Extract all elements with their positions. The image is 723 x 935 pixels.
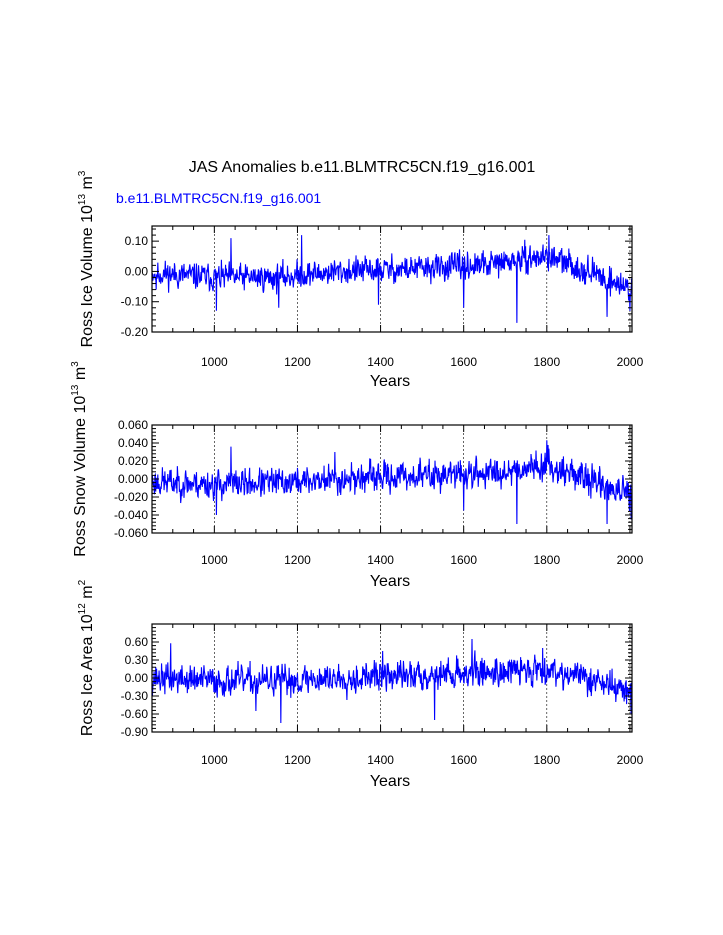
x-axis-label: Years <box>370 773 410 790</box>
chart-panels: 1000 1200 1400 1600 1800 2000 Years 0.10 0.00 -0.… <box>70 170 644 790</box>
y-tick-label: -0.20 <box>121 325 149 339</box>
x-tick-label: 2000 <box>617 753 644 767</box>
y-label-text: Ross Snow Volume 10 <box>72 396 89 557</box>
series-line <box>151 638 633 724</box>
x-tick-label: 1600 <box>450 553 477 567</box>
x-tick-label: 1600 <box>450 753 477 767</box>
y-tick-label: 0.60 <box>125 635 149 649</box>
x-axis-label: Years <box>370 573 410 590</box>
x-tick-label: 1400 <box>367 753 394 767</box>
y-tick-label: -0.020 <box>114 490 148 504</box>
panel-ice-volume: 1000 1200 1400 1600 1800 2000 Years 0.10 0.00 -0.… <box>77 170 644 390</box>
series-line <box>151 235 633 323</box>
x-tick-label: 1200 <box>284 753 311 767</box>
x-tick-label: 2000 <box>617 553 644 567</box>
y-tick-label: -0.10 <box>121 295 149 309</box>
y-label-superscript: 3 <box>70 361 81 367</box>
x-tick-label: 1000 <box>201 355 228 369</box>
y-label-text: Ross Ice Volume 10 <box>79 205 96 347</box>
y-tick-label: 0.00 <box>125 671 149 685</box>
x-tick-label: 1200 <box>284 355 311 369</box>
y-axis-label: Ross Ice Volume 1013 m3 <box>77 170 96 347</box>
y-tick-label: -0.60 <box>121 707 149 721</box>
y-tick-label: -0.040 <box>114 508 148 522</box>
x-axis-label: Years <box>370 373 410 390</box>
x-tick-label: 1000 <box>201 553 228 567</box>
y-tick-label: 0.060 <box>118 418 148 432</box>
y-label-superscript: 13 <box>70 384 81 396</box>
y-tick-label: 0.10 <box>125 234 149 248</box>
x-tick-label: 1600 <box>450 355 477 369</box>
y-label-superscript: 12 <box>77 603 88 615</box>
x-tick-label: 1800 <box>533 355 560 369</box>
x-tick-label: 2000 <box>617 355 644 369</box>
chart-title: JAS Anomalies b.e11.BLMTRC5CN.f19_g16.00… <box>189 159 536 176</box>
y-label-text: Ross Ice Area 10 <box>79 614 96 736</box>
y-axis-label: Ross Snow Volume 1013 m3 <box>70 361 89 557</box>
y-label-superscript: 13 <box>77 194 88 206</box>
y-label-text: m <box>79 176 96 194</box>
y-tick-label: -0.90 <box>121 725 149 739</box>
y-label-text: m <box>79 585 96 603</box>
y-tick-label: -0.30 <box>121 689 149 703</box>
x-tick-label: 1400 <box>367 553 394 567</box>
series-line <box>151 440 633 525</box>
y-label-superscript: 3 <box>77 170 88 176</box>
x-tick-label: 1800 <box>533 753 560 767</box>
y-tick-label: -0.060 <box>114 526 148 540</box>
y-tick-label: 0.00 <box>125 264 149 278</box>
y-tick-label: 0.30 <box>125 653 149 667</box>
x-tick-label: 1400 <box>367 355 394 369</box>
plot-frame <box>151 225 633 333</box>
y-label-superscript: 2 <box>77 579 88 585</box>
y-axis-label: Ross Ice Area 1012 m2 <box>77 579 96 736</box>
x-tick-label: 1800 <box>533 553 560 567</box>
x-tick-label: 1000 <box>201 753 228 767</box>
y-tick-label: 0.040 <box>118 436 148 450</box>
panel-snow-volume: 1000 1200 1400 1600 1800 2000 Years 0.060 0.040 0… <box>70 361 644 590</box>
y-tick-label: 0.020 <box>118 454 148 468</box>
panel-ice-area: 1000 1200 1400 1600 1800 2000 Years 0.60 0.30 0.0… <box>77 579 644 790</box>
y-tick-label: 0.000 <box>118 472 148 486</box>
series-legend: b.e11.BLMTRC5CN.f19_g16.001 <box>116 190 321 206</box>
y-label-text: m <box>72 367 89 385</box>
x-tick-label: 1200 <box>284 553 311 567</box>
